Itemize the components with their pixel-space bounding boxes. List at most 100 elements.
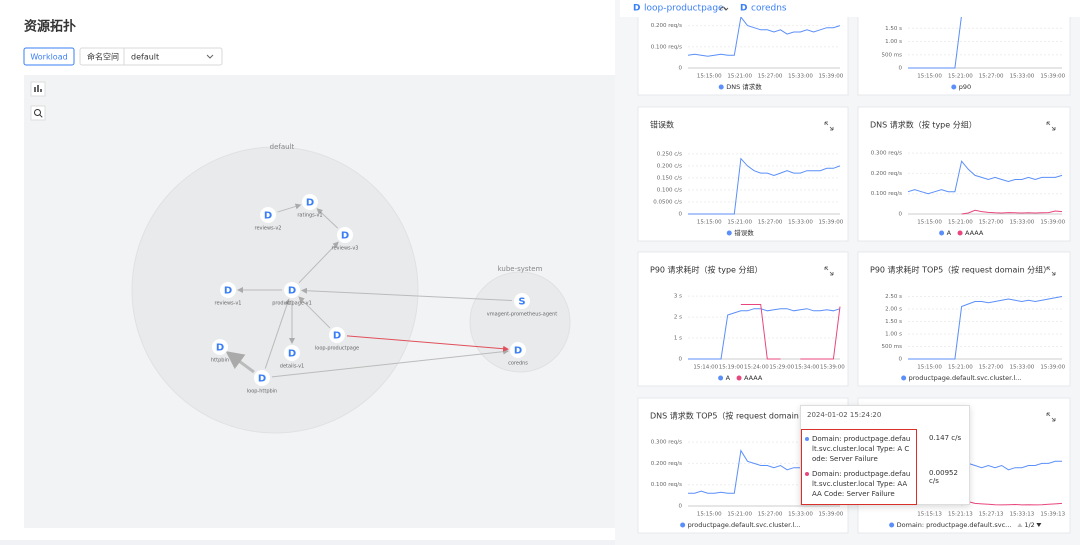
- search-button[interactable]: [30, 105, 46, 121]
- node[interactable]: [254, 370, 270, 386]
- x-tick-label: 15:33:00: [788, 512, 813, 518]
- legend-dot: [957, 230, 963, 236]
- tooltip-time: 2024-01-02 15:24:20: [807, 411, 882, 419]
- edge: [264, 298, 290, 369]
- legend-dot: [718, 84, 724, 90]
- chart-title: P90 请求耗时 TOP5（按 request domain 分组）: [870, 265, 1051, 275]
- legend-label[interactable]: A: [726, 374, 731, 382]
- namespace-value[interactable]: default: [131, 53, 159, 62]
- y-tick-label: 3 s: [674, 294, 682, 300]
- legend-dot: [736, 375, 742, 381]
- y-tick-label: 1.00 s: [885, 332, 902, 338]
- flow-arrow: [719, 6, 729, 11]
- node[interactable]: [284, 282, 300, 298]
- page-title: 资源拓扑: [24, 19, 76, 35]
- source-label[interactable]: loop-productpage: [644, 4, 724, 14]
- node-label: loop-httpbin: [247, 389, 277, 395]
- y-tick-label: 2.50 s: [885, 294, 902, 300]
- group-label: default: [270, 143, 295, 151]
- node-icon[interactable]: D: [258, 374, 266, 385]
- tooltip: 2024-01-02 15:24:20 Domain: productpage.…: [800, 405, 970, 505]
- legend-dot: [901, 375, 907, 381]
- x-tick-label: 15:39:00: [1040, 220, 1065, 226]
- node-label: reviews-v3: [332, 246, 359, 252]
- node-label: details-v1: [280, 364, 304, 370]
- x-tick-label: 15:15:13: [917, 512, 942, 518]
- expand-icon[interactable]: [1046, 412, 1056, 422]
- node-icon[interactable]: D: [341, 231, 349, 242]
- y-tick-label: 0.300 req/s: [651, 440, 682, 446]
- node-icon[interactable]: D: [288, 286, 296, 297]
- node[interactable]: [260, 207, 276, 223]
- x-tick-label: 15:39:00: [1040, 365, 1065, 371]
- y-tick-label: 2 s: [674, 315, 682, 321]
- node[interactable]: [337, 227, 353, 243]
- x-tick-label: 15:15:00: [697, 512, 722, 518]
- x-tick-label: 15:21:00: [727, 220, 752, 226]
- x-tick-label: 15:15:00: [697, 74, 722, 80]
- expand-icon[interactable]: [1046, 121, 1056, 131]
- dot: [805, 437, 809, 441]
- legend-dot: [951, 84, 957, 90]
- node-icon[interactable]: D: [333, 331, 341, 342]
- x-tick-label: 15:15:00: [697, 220, 722, 226]
- y-tick-label: 2.00 s: [885, 307, 902, 313]
- pager-prev[interactable]: [1017, 523, 1023, 527]
- expand-icon[interactable]: [824, 121, 834, 131]
- legend-label[interactable]: Domain: productpage.default.svc...: [897, 521, 1012, 529]
- node[interactable]: [514, 293, 530, 309]
- group-label: kube-system: [498, 265, 543, 273]
- node-icon[interactable]: S: [518, 297, 525, 308]
- y-tick-label: 0.300 req/s: [871, 151, 902, 157]
- node-label: ratings-v1: [297, 213, 322, 219]
- legend-label[interactable]: A: [947, 229, 952, 237]
- legend-label[interactable]: AAAA: [965, 229, 984, 237]
- node[interactable]: [284, 345, 300, 361]
- legend-label[interactable]: productpage.default.svc.cluster.l...: [688, 521, 801, 529]
- pager-next[interactable]: [1036, 523, 1042, 527]
- node-icon[interactable]: D: [514, 346, 522, 357]
- node-label: productpage-v1: [272, 301, 312, 307]
- node[interactable]: [329, 327, 345, 343]
- x-tick-label: 15:33:00: [788, 220, 813, 226]
- node-icon[interactable]: D: [264, 211, 272, 222]
- y-tick-label: 0.0500 c/s: [653, 199, 682, 205]
- node[interactable]: [302, 194, 318, 210]
- node-label: coredns: [508, 361, 528, 367]
- legend-label[interactable]: p90: [959, 83, 971, 91]
- series-line: [688, 308, 841, 360]
- tooltip-row: Domain: productpage.default.svc.cluster.…: [805, 469, 911, 499]
- expand-icon[interactable]: [824, 266, 834, 276]
- legend-label[interactable]: productpage.default.svc.cluster.l...: [909, 374, 1022, 382]
- view-tab[interactable]: [23, 47, 75, 66]
- view-tab-label[interactable]: Workload: [30, 53, 67, 62]
- node-icon[interactable]: D: [288, 349, 296, 360]
- series-line: [687, 15, 841, 57]
- legend-label[interactable]: AAAA: [744, 374, 763, 382]
- series-line: [740, 304, 841, 360]
- x-tick-label: 15:39:13: [1040, 512, 1065, 518]
- tooltip-row: Domain: productpage.default.svc.cluster.…: [805, 434, 911, 464]
- node[interactable]: [510, 342, 526, 358]
- node[interactable]: [212, 339, 228, 355]
- node-icon[interactable]: D: [306, 198, 314, 209]
- x-tick-label: 15:33:00: [1010, 365, 1035, 371]
- node-icon[interactable]: D: [216, 343, 224, 354]
- edge: [316, 208, 339, 229]
- expand-icon[interactable]: [1046, 266, 1056, 276]
- node-label: reviews-v1: [215, 301, 242, 307]
- namespace-select[interactable]: [79, 47, 223, 66]
- search-icon: [34, 109, 41, 116]
- y-tick-label: 0.150 c/s: [657, 175, 682, 181]
- legend-label[interactable]: 错误数: [734, 228, 754, 237]
- tooltip-value: 0.147 c/s: [929, 434, 962, 442]
- legend-label[interactable]: DNS 请求数: [726, 82, 762, 91]
- target-label[interactable]: coredns: [751, 4, 787, 14]
- group-circle: [469, 271, 571, 373]
- node[interactable]: [220, 282, 236, 298]
- x-tick-label: 15:27:00: [758, 512, 783, 518]
- node-icon[interactable]: D: [224, 286, 232, 297]
- x-tick-label: 15:39:00: [820, 365, 845, 371]
